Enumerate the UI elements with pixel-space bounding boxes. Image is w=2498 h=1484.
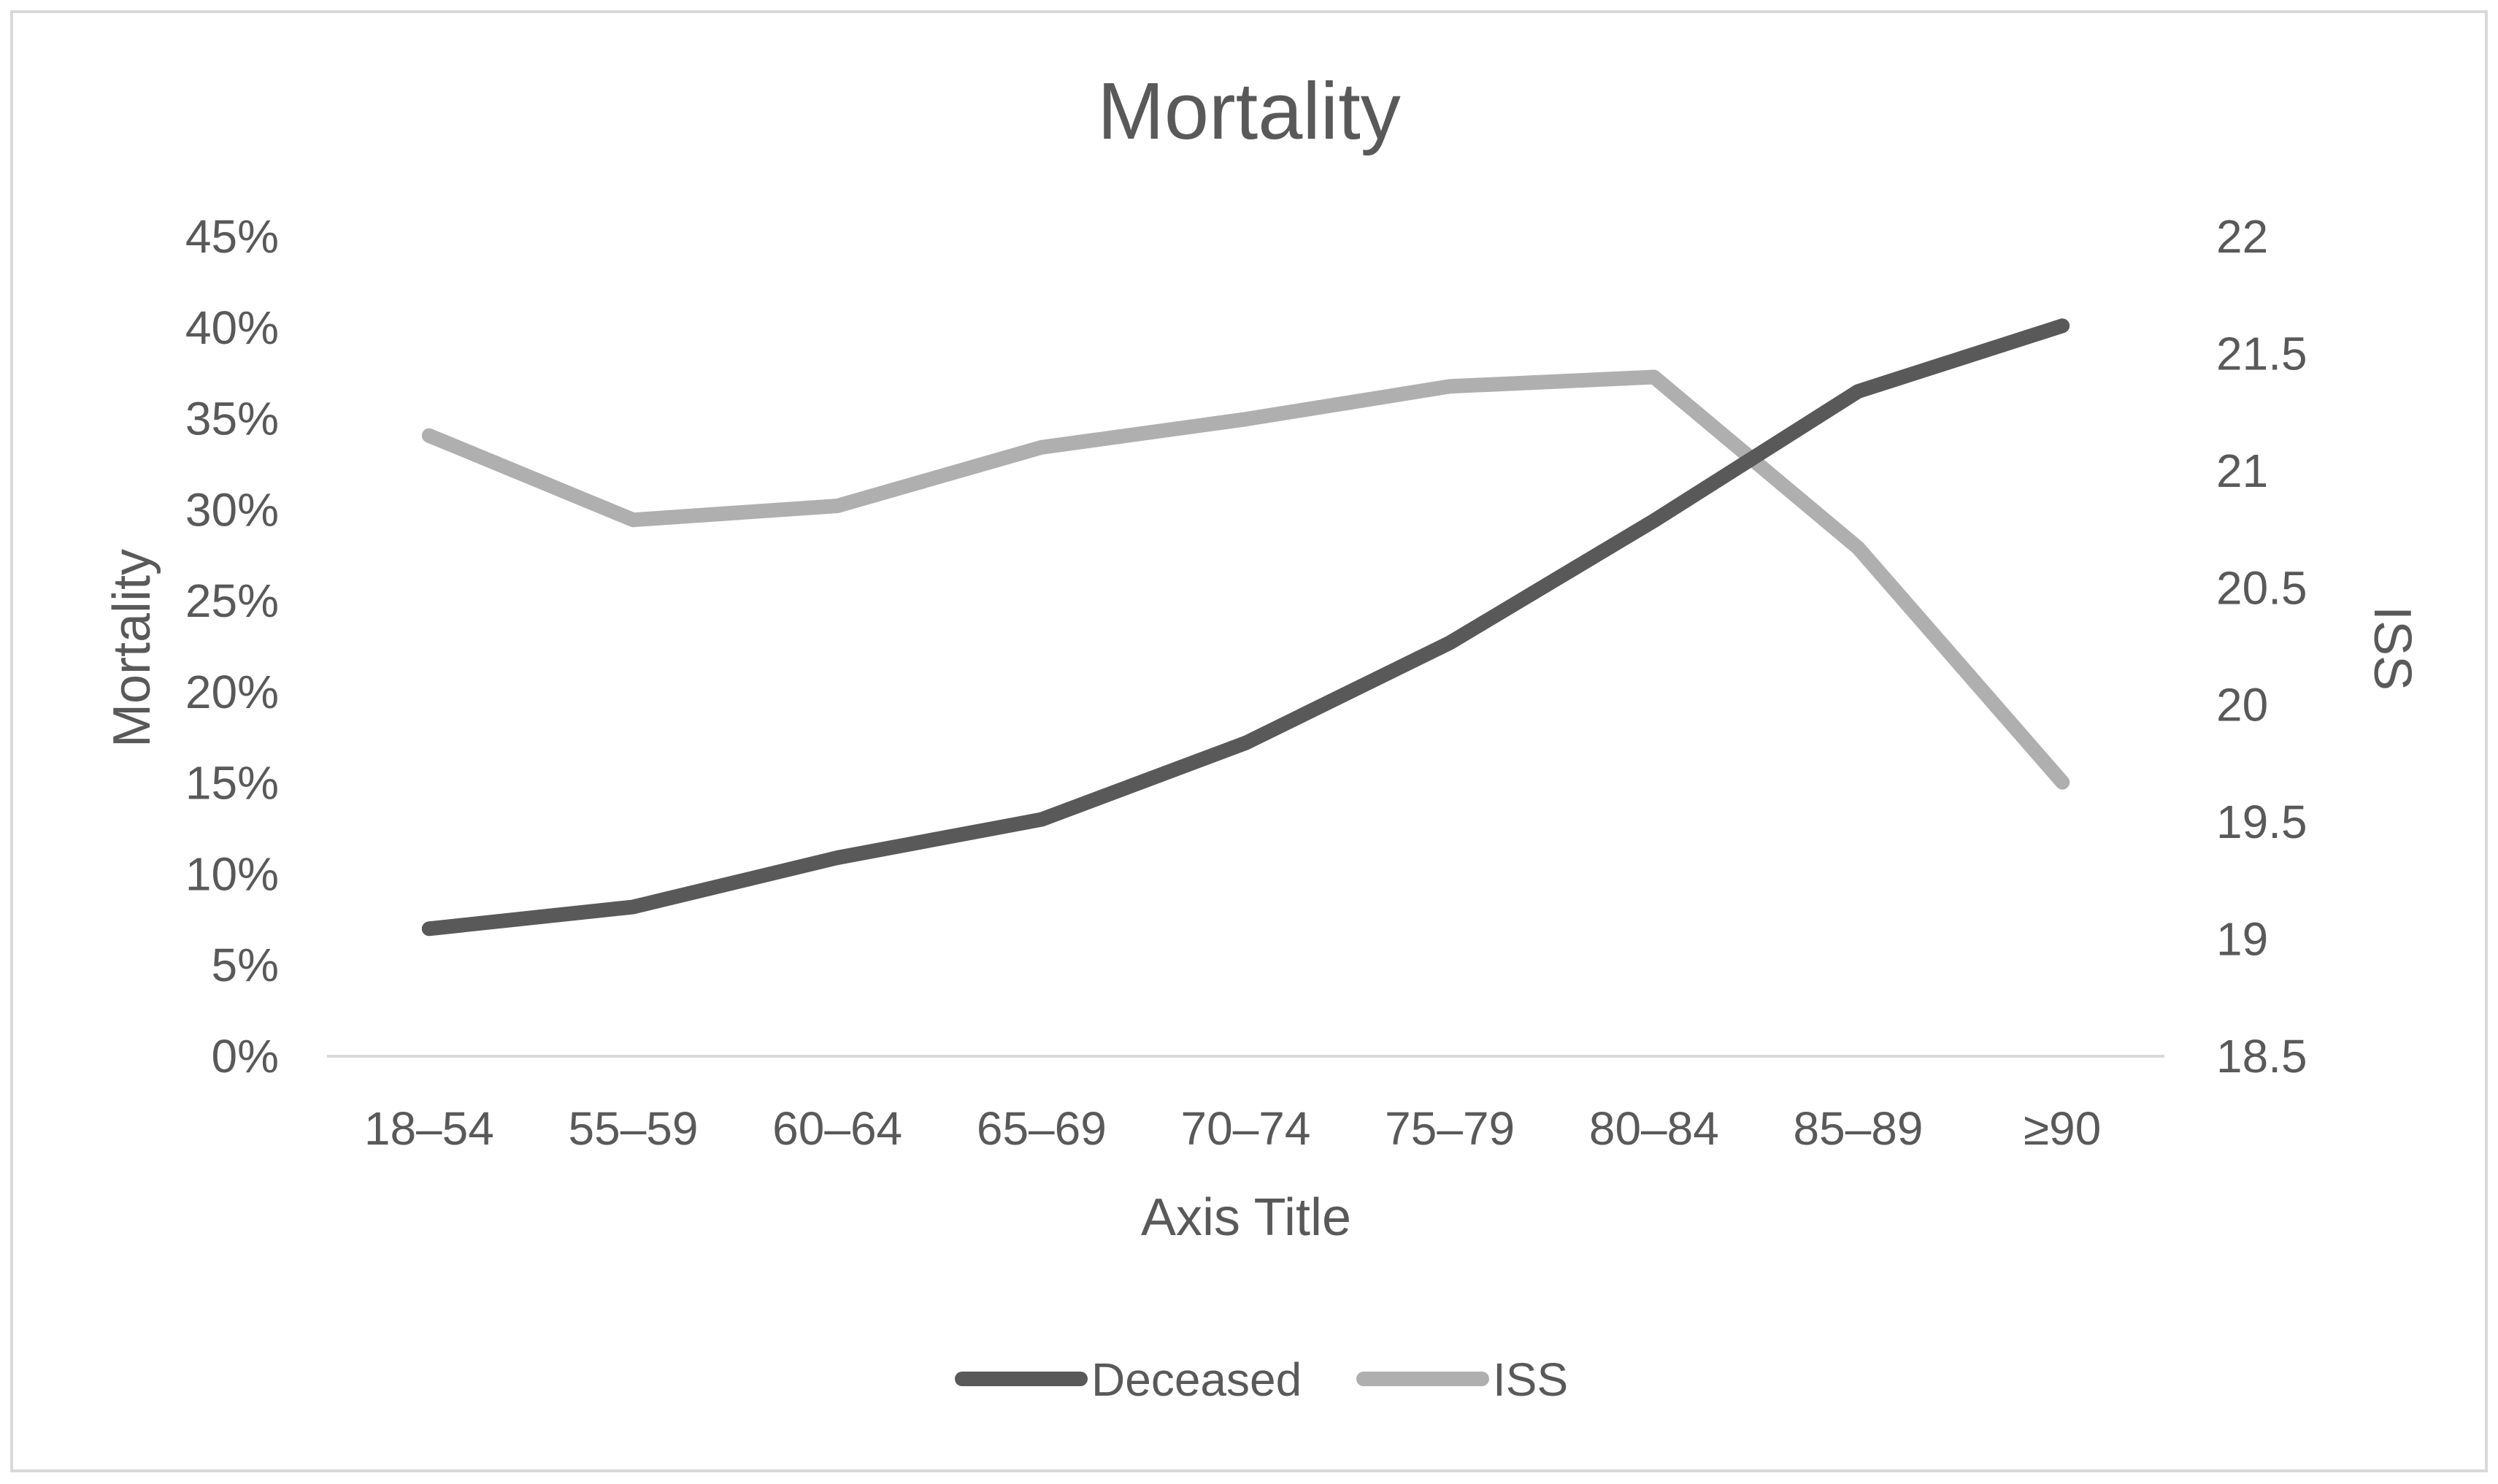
y-right-tick-label: 20.5: [2216, 561, 2307, 614]
y-left-tick-label: 0%: [212, 1030, 280, 1083]
x-tick-label: 65–69: [977, 1102, 1107, 1155]
y-left-tick-label: 30%: [185, 483, 279, 536]
legend: Deceased ISS: [955, 1353, 1568, 1406]
x-tick-label: 80–84: [1589, 1102, 1719, 1155]
y-right-tick-label: 21.5: [2216, 327, 2307, 380]
y-left-tick-label: 15%: [185, 757, 279, 810]
y-left-tick-labels: 0% 5% 10% 15% 20% 25% 30% 35% 40% 45%: [185, 210, 279, 1083]
chart-title: Mortality: [1097, 66, 1401, 156]
y-left-axis-title: Mortality: [103, 549, 161, 747]
series-lines: [421, 318, 2070, 937]
y-left-tick-label: 40%: [185, 301, 279, 354]
y-left-tick-label: 10%: [185, 847, 279, 900]
y-right-tick-label: 22: [2216, 210, 2268, 263]
y-right-tick-label: 19.5: [2216, 796, 2307, 848]
x-tick-label: 55–59: [569, 1102, 699, 1155]
y-left-tick-label: 25%: [185, 574, 279, 627]
series-line-deceased: [421, 318, 2070, 937]
y-left-tick-label: 20%: [185, 666, 279, 718]
legend-label-deceased: Deceased: [1091, 1353, 1302, 1406]
y-right-tick-labels: 18.5 19 19.5 20 20.5 21 21.5 22: [2216, 210, 2307, 1083]
x-tick-label: 75–79: [1385, 1102, 1515, 1155]
x-axis-title: Axis Title: [1141, 1188, 1351, 1247]
y-right-tick-label: 19: [2216, 913, 2268, 966]
y-left-tick-label: 35%: [185, 393, 279, 445]
y-right-tick-label: 20: [2216, 679, 2268, 731]
x-tick-label: 70–74: [1181, 1102, 1311, 1155]
y-right-tick-label: 18.5: [2216, 1030, 2307, 1083]
x-tick-label: 85–89: [1794, 1102, 1924, 1155]
y-right-axis-title: ISS: [2363, 606, 2421, 691]
legend-label-iss: ISS: [1493, 1353, 1568, 1406]
x-tick-label: 18–54: [364, 1102, 494, 1155]
x-tick-label: ≥90: [2024, 1102, 2101, 1155]
series-line-iss: [421, 369, 2070, 790]
y-left-tick-label: 5%: [212, 939, 280, 991]
y-left-tick-label: 45%: [185, 210, 279, 263]
y-right-tick-label: 21: [2216, 445, 2268, 497]
x-tick-labels: 18–54 55–59 60–64 65–69 70–74 75–79 80–84 85–89…: [364, 1102, 2101, 1155]
x-tick-label: 60–64: [772, 1102, 902, 1155]
